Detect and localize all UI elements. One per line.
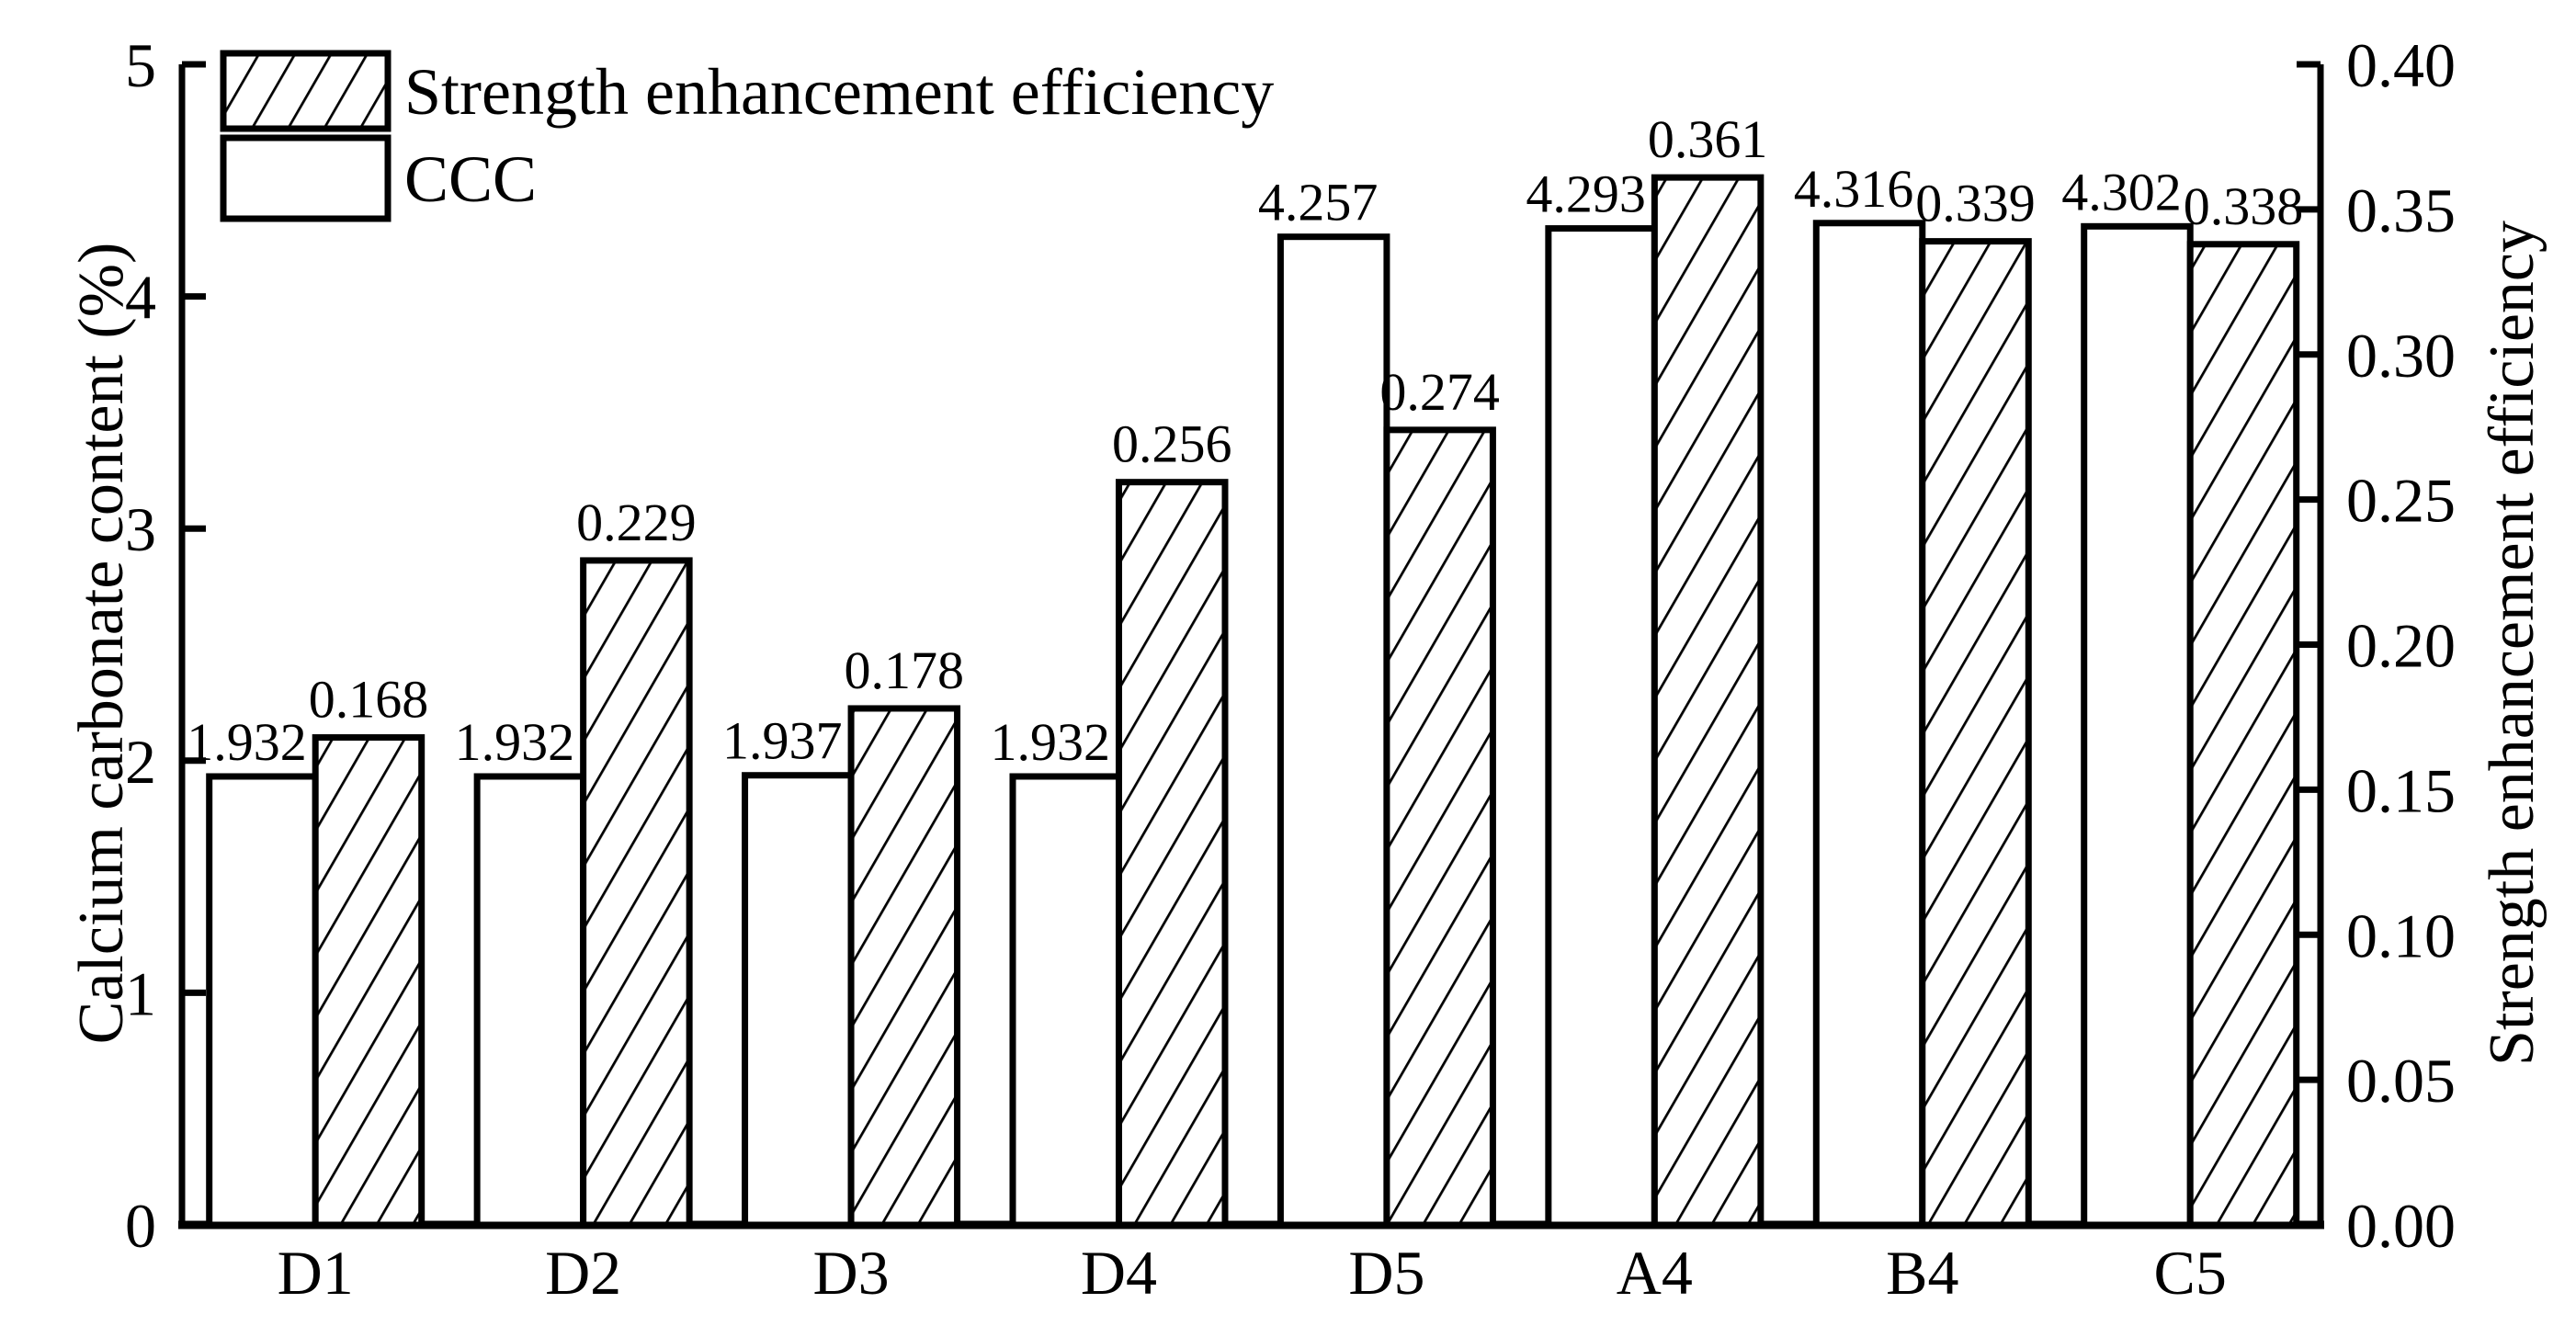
value-label-efficiency: 0.361 — [1648, 109, 1768, 169]
left-axis-title: Calcium carbonate content (%) — [66, 243, 137, 1045]
legend-swatch-hatch — [220, 50, 392, 132]
value-label-ccc: 1.937 — [722, 711, 843, 771]
bar-ccc-C5 — [2081, 222, 2194, 1229]
left-tick-label: 5 — [125, 30, 156, 100]
category-label: A4 — [1617, 1238, 1693, 1308]
category-label: B4 — [1886, 1238, 1958, 1308]
right-tick-label: 0.25 — [2346, 466, 2456, 536]
legend-label-efficiency: Strength enhancement efficiency — [404, 55, 1274, 129]
value-label-ccc: 4.316 — [1794, 159, 1914, 219]
value-label-efficiency: 0.168 — [309, 670, 429, 730]
category-label: C5 — [2154, 1238, 2227, 1308]
left-axis-ticks: 0 1 2 3 4 5 — [125, 30, 206, 1261]
value-labels: 1.9320.1681.9320.2291.9370.1781.9320.256… — [187, 109, 2303, 772]
category-labels: D1 D2 D3 D4 D5 A4 B4 C5 — [278, 1238, 2227, 1308]
value-label-ccc: 1.932 — [455, 712, 575, 772]
bar-efficiency-D3 — [847, 705, 961, 1229]
category-label: D1 — [278, 1238, 354, 1308]
bar-ccc-D3 — [742, 772, 855, 1229]
bars-group — [206, 174, 2300, 1229]
right-tick-label: 0.40 — [2346, 30, 2456, 100]
bar-ccc-D1 — [206, 773, 319, 1229]
value-label-ccc: 4.302 — [2061, 162, 2182, 221]
bar-ccc-D5 — [1277, 233, 1390, 1229]
bar-efficiency-D5 — [1383, 426, 1496, 1229]
left-tick-label: 0 — [125, 1191, 156, 1261]
left-tick-label: 3 — [125, 494, 156, 564]
category-label: D3 — [813, 1238, 890, 1308]
right-axis-title: Strength enhancement efficiency — [2477, 221, 2548, 1066]
bar-ccc-B4 — [1812, 220, 1926, 1229]
value-label-efficiency: 0.256 — [1112, 414, 1232, 474]
right-tick-label: 0.00 — [2346, 1191, 2456, 1261]
right-tick-label: 0.15 — [2346, 755, 2456, 825]
value-label-efficiency: 0.338 — [2184, 176, 2304, 236]
bar-efficiency-D4 — [1115, 479, 1229, 1229]
category-label: D4 — [1081, 1238, 1157, 1308]
value-label-ccc: 4.257 — [1258, 173, 1379, 232]
value-label-efficiency: 0.339 — [1915, 174, 2036, 233]
right-axis-ticks: 0.00 0.05 0.10 0.15 0.20 0.25 0.30 0.35 0.40 — [2297, 30, 2456, 1261]
value-label-efficiency: 0.229 — [576, 493, 697, 552]
legend: Strength enhancement efficiency CCC — [220, 50, 1274, 222]
right-tick-label: 0.10 — [2346, 901, 2456, 970]
value-label-ccc: 4.293 — [1526, 164, 1646, 224]
left-tick-label: 1 — [125, 958, 156, 1028]
bar-efficiency-D2 — [580, 557, 693, 1229]
left-tick-label: 4 — [125, 263, 156, 333]
legend-label-ccc: CCC — [404, 142, 537, 216]
legend-swatch-plain — [220, 134, 392, 222]
right-tick-label: 0.05 — [2346, 1046, 2456, 1116]
category-label: D2 — [545, 1238, 621, 1308]
left-tick-label: 2 — [125, 727, 156, 797]
bar-ccc-D2 — [473, 773, 587, 1229]
bar-efficiency-A4 — [1651, 174, 1765, 1229]
bar-efficiency-B4 — [1919, 238, 2032, 1229]
right-tick-label: 0.35 — [2346, 176, 2456, 245]
bar-efficiency-D1 — [312, 734, 426, 1229]
value-label-efficiency: 0.274 — [1379, 362, 1500, 422]
category-label: D5 — [1348, 1238, 1424, 1308]
value-label-ccc: 1.932 — [187, 712, 307, 772]
value-label-ccc: 1.932 — [990, 712, 1110, 772]
right-tick-label: 0.30 — [2346, 321, 2456, 391]
bar-efficiency-C5 — [2186, 241, 2300, 1229]
bar-ccc-A4 — [1545, 225, 1658, 1229]
bar-ccc-D4 — [1009, 773, 1122, 1229]
right-tick-label: 0.20 — [2346, 611, 2456, 681]
value-label-efficiency: 0.178 — [845, 640, 965, 700]
